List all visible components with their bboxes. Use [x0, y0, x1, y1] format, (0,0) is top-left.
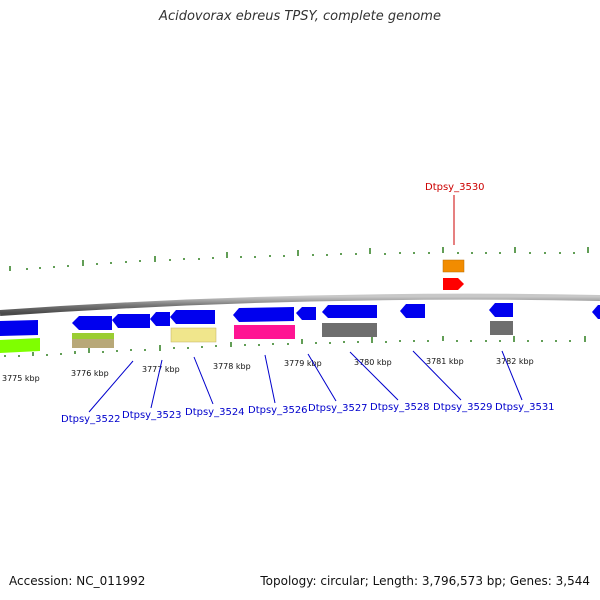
- cds-arrow[interactable]: [592, 305, 600, 319]
- gene-label[interactable]: Dtpsy_3527: [308, 403, 368, 414]
- cds-arrow[interactable]: [170, 310, 215, 324]
- tick-label: 3779 kbp: [284, 359, 322, 368]
- cds-arrow[interactable]: [233, 307, 294, 322]
- tick-label: 3780 kbp: [354, 358, 392, 367]
- cds-arrow[interactable]: [489, 303, 513, 317]
- callout-lines: [88, 195, 523, 413]
- gene-feature-red-arrow[interactable]: [443, 278, 464, 290]
- gene-labels: Dtpsy_3522 Dtpsy_3523 Dtpsy_3524 Dtpsy_3…: [61, 182, 555, 425]
- accession-text: Accession: NC_011992: [9, 574, 146, 588]
- cds-arrow[interactable]: [72, 316, 112, 330]
- gene-feature-green[interactable]: [0, 338, 40, 353]
- feature-row-2: [0, 321, 513, 353]
- genome-backbone: [0, 293, 600, 316]
- tick-label: 3781 kbp: [426, 357, 464, 366]
- tick-label: 3776 kbp: [71, 369, 109, 378]
- cds-arrow[interactable]: [322, 305, 377, 318]
- tick-label: 3777 kbp: [142, 365, 180, 374]
- gene-label[interactable]: Dtpsy_3522: [61, 414, 121, 425]
- tick-labels: 3775 kbp 3776 kbp 3777 kbp 3778 kbp 3779…: [2, 357, 534, 383]
- gene-feature-gray[interactable]: [490, 321, 513, 335]
- gene-label-highlight[interactable]: Dtpsy_3530: [425, 182, 485, 193]
- gene-label[interactable]: Dtpsy_3524: [185, 407, 245, 418]
- gene-label[interactable]: Dtpsy_3528: [370, 402, 430, 413]
- genome-stats-text: Topology: circular; Length: 3,796,573 bp…: [260, 574, 590, 588]
- map-title: Acidovorax ebreus TPSY, complete genome: [159, 9, 441, 24]
- gene-feature-yellowgreen[interactable]: [72, 333, 114, 339]
- gene-label[interactable]: Dtpsy_3526: [248, 405, 308, 416]
- tick-label: 3775 kbp: [2, 374, 40, 383]
- tick-label: 3778 kbp: [213, 362, 251, 371]
- gene-feature-gray[interactable]: [322, 323, 377, 337]
- outer-tick-ring: [9, 247, 589, 271]
- cds-arrow[interactable]: [112, 314, 150, 328]
- gene-label[interactable]: Dtpsy_3531: [495, 402, 555, 413]
- cds-arrow[interactable]: [0, 320, 38, 336]
- tick-label: 3782 kbp: [496, 357, 534, 366]
- gene-feature-khaki[interactable]: [170, 327, 217, 343]
- inner-tick-ring: [4, 336, 586, 357]
- gene-label[interactable]: Dtpsy_3523: [122, 410, 182, 421]
- cds-arrow[interactable]: [400, 304, 425, 318]
- gene-feature-tan[interactable]: [72, 339, 114, 348]
- gene-feature-orange[interactable]: [442, 259, 465, 273]
- cds-row: [0, 303, 600, 336]
- gene-feature-magenta[interactable]: [234, 325, 295, 339]
- gene-label[interactable]: Dtpsy_3529: [433, 402, 493, 413]
- cds-arrow[interactable]: [150, 312, 170, 326]
- cds-arrow[interactable]: [296, 307, 316, 320]
